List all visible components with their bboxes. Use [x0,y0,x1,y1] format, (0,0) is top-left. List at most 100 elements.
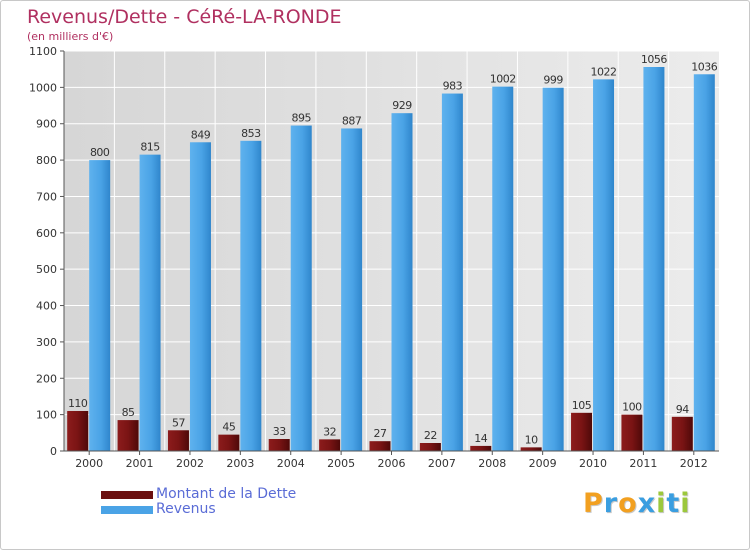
x-tick-label: 2009 [529,457,557,470]
x-tick-label: 2011 [629,457,657,470]
data-label-revenue: 815 [140,141,160,154]
bar-debt [167,430,189,451]
data-label-revenue: 853 [241,127,261,140]
bar-debt [319,439,341,451]
y-tick-label: 300 [36,336,57,349]
legend-item-debt: Montant de la Dette [101,486,361,502]
legend-label-debt: Montant de la Dette [156,486,297,502]
y-tick-label: 0 [50,445,57,458]
bar-revenue [593,79,615,451]
y-tick-label: 500 [36,263,57,276]
data-label-revenue: 929 [392,99,412,112]
logo-letter: i [656,488,667,519]
logo-letter: x [637,488,657,519]
data-label-debt: 33 [273,425,286,438]
data-label-revenue: 849 [191,128,211,141]
x-tick-label: 2010 [579,457,607,470]
y-axis: 0 100 200 300 400 500 600 700 800 900 1000 1100 [29,45,65,458]
x-tick-label: 2007 [428,457,456,470]
bar-debt [369,441,391,451]
chart-title: Revenus/Dette - CéRé-LA-RONDE [27,6,342,28]
data-label-debt: 105 [572,399,592,412]
data-label-revenue: 983 [443,80,463,93]
y-tick-label: 200 [36,372,57,385]
bar-revenue [441,93,463,451]
legend-swatch-debt [101,491,153,499]
x-tick-label: 2008 [478,457,506,470]
bar-debt [571,412,593,451]
bar-revenue [290,125,312,451]
data-label-revenue: 887 [342,114,362,127]
bar-chart: 0 100 200 300 400 500 600 700 800 900 1000 1100 110… [29,45,719,470]
data-label-revenue: 1002 [490,73,516,86]
logo-letter: i [680,488,691,519]
y-tick-label: 600 [36,227,57,240]
data-label-debt: 27 [374,427,387,440]
y-tick-label: 700 [36,190,57,203]
data-label-revenue: 1036 [691,60,717,73]
chart-subtitle: (en milliers d'€) [27,30,114,43]
y-tick-label: 100 [36,409,57,422]
y-tick-label: 1000 [29,81,57,94]
data-label-revenue: 895 [291,112,311,125]
logo-letter: r [603,488,619,519]
data-label-revenue: 800 [90,146,110,159]
data-label-revenue: 1056 [641,53,667,66]
proxiti-logo: Proxiti [583,488,691,519]
bar-debt [218,434,240,451]
data-label-debt: 10 [525,433,538,446]
x-tick-label: 2001 [126,457,154,470]
x-tick-label: 2002 [176,457,204,470]
y-tick-label: 900 [36,118,57,131]
legend-item-revenue: Revenus [101,501,361,517]
bars [67,67,715,452]
bar-revenue [542,87,564,452]
bar-debt [268,439,290,451]
y-tick-label: 800 [36,154,57,167]
data-label-debt: 32 [323,425,336,438]
bar-revenue [139,154,161,452]
logo-letter: o [618,488,638,519]
logo-letter: t [666,488,681,519]
bar-revenue [341,128,363,452]
bar-revenue [89,160,111,451]
bar-revenue [492,86,514,452]
data-label-debt: 94 [676,403,689,416]
logo-letter: P [583,488,604,519]
x-tick-label: 2000 [75,457,103,470]
bar-debt [470,445,492,451]
data-label-debt: 45 [222,421,235,434]
bar-revenue [189,142,211,452]
data-label-debt: 110 [68,397,88,410]
x-tick-label: 2005 [327,457,355,470]
bar-debt [520,447,542,451]
bar-debt [621,414,643,451]
bar-revenue [643,67,665,451]
x-tick-label: 2012 [680,457,708,470]
bar-revenue [391,113,413,451]
data-label-debt: 57 [172,416,185,429]
data-label-debt: 100 [622,401,642,414]
bar-revenue [240,140,262,451]
data-label-debt: 14 [474,432,487,445]
legend-label-revenue: Revenus [156,501,216,517]
data-label-revenue: 999 [543,74,563,87]
legend: Montant de la Dette Revenus [101,486,361,517]
legend-swatch-revenue [101,506,153,514]
bar-revenue [693,74,715,451]
data-label-revenue: 1022 [591,65,617,78]
bar-debt [419,443,441,451]
bar-debt [117,420,139,451]
data-labels: 110 800 85 815 57 849 45 853 33 895 32 887 27 929 22 98… [68,53,718,446]
x-axis: 2000 2001 2002 2003 2004 2005 2006 2007 2008 2009… [64,450,719,470]
data-label-debt: 22 [424,429,437,442]
x-tick-label: 2006 [378,457,406,470]
data-label-debt: 85 [122,406,135,419]
y-tick-label: 400 [36,300,57,313]
x-tick-label: 2003 [226,457,254,470]
bar-debt [671,416,693,451]
x-tick-label: 2004 [277,457,305,470]
bar-debt [67,411,89,451]
y-tick-label: 1100 [29,45,57,58]
